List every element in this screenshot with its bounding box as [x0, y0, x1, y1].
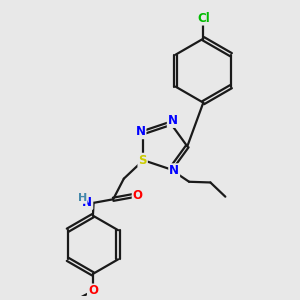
- Text: N: N: [82, 196, 92, 208]
- Text: N: N: [82, 196, 92, 208]
- Text: N: N: [136, 125, 146, 138]
- Text: O: O: [88, 284, 98, 298]
- Text: S: S: [138, 154, 147, 167]
- Text: O: O: [133, 188, 143, 202]
- Text: N: N: [168, 114, 178, 127]
- Text: H: H: [78, 193, 87, 203]
- Text: N: N: [169, 164, 179, 177]
- Text: Cl: Cl: [197, 12, 210, 25]
